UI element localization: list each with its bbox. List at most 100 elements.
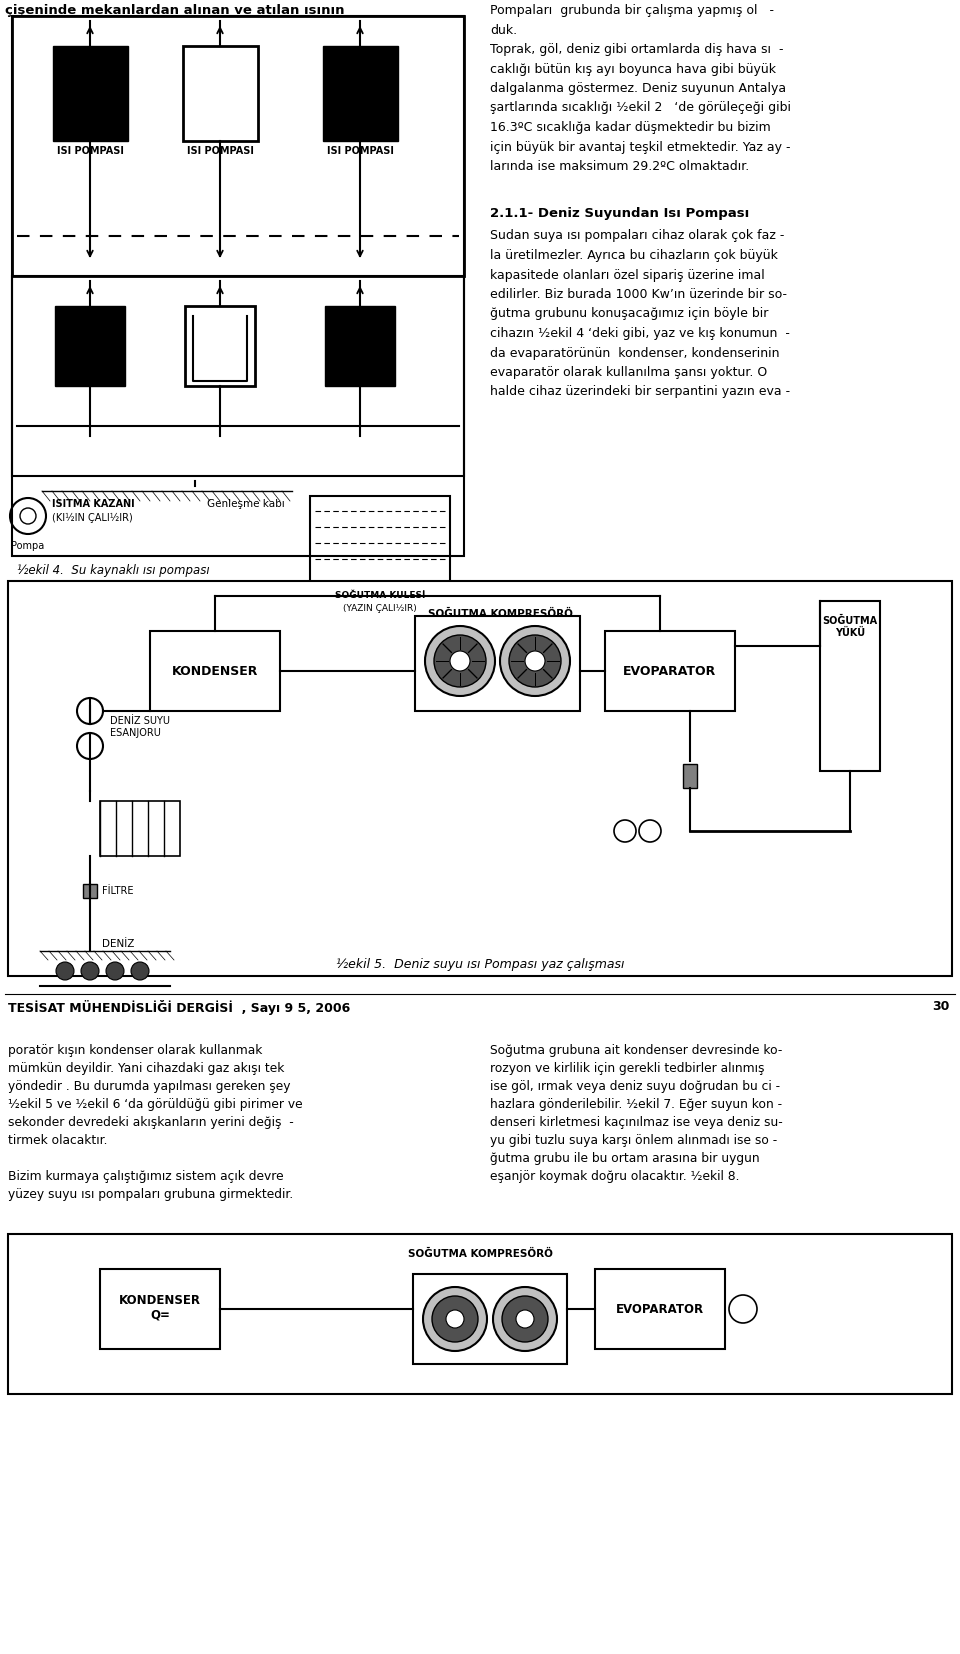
Bar <box>12 276 464 476</box>
Text: Bizim kurmaya çalıştığımız sistem açık devre: Bizim kurmaya çalıştığımız sistem açık d… <box>8 1169 283 1183</box>
Circle shape <box>509 635 561 686</box>
Text: ½ekil 4.  Su kaynaklı ısı pompası: ½ekil 4. Su kaynaklı ısı pompası <box>17 564 209 577</box>
Bar <box>8 1234 952 1394</box>
Text: çişeninde mekanlardan alınan ve atılan ısının: çişeninde mekanlardan alınan ve atılan ı… <box>5 3 345 17</box>
Text: ise göl, ırmak veya deniz suyu doğrudan bu ci -: ise göl, ırmak veya deniz suyu doğrudan … <box>490 1080 780 1093</box>
Circle shape <box>56 963 74 981</box>
Text: halde cihaz üzerindeki bir serpantini yazın eva -: halde cihaz üzerindeki bir serpantini ya… <box>490 385 790 399</box>
Text: DENİZ SUYU
ESANJORU: DENİZ SUYU ESANJORU <box>110 716 170 738</box>
Text: Toprak, göl, deniz gibi ortamlarda diş hava sı  -: Toprak, göl, deniz gibi ortamlarda diş h… <box>490 43 783 56</box>
Text: caklığı bütün kış ayı boyunca hava gibi büyük: caklığı bütün kış ayı boyunca hava gibi … <box>490 63 776 76</box>
Bar <box>53 46 128 141</box>
Text: ISI POMPASI: ISI POMPASI <box>326 146 394 155</box>
Circle shape <box>131 963 149 981</box>
Text: edilirler. Biz burada 1000 Kw’ın üzerinde bir so-: edilirler. Biz burada 1000 Kw’ın üzerind… <box>490 288 787 301</box>
Text: eşanjör koymak doğru olacaktır. ½ekil 8.: eşanjör koymak doğru olacaktır. ½ekil 8. <box>490 1169 739 1183</box>
Text: mümkün deyildir. Yani cihazdaki gaz akışı tek: mümkün deyildir. Yani cihazdaki gaz akış… <box>8 1062 284 1075</box>
Circle shape <box>106 963 124 981</box>
Bar <box>413 1274 567 1365</box>
Text: ISITMA KAZANI: ISITMA KAZANI <box>52 500 134 509</box>
Circle shape <box>516 1310 534 1328</box>
Circle shape <box>77 733 103 759</box>
Text: yüzey suyu ısı pompaları grubuna girmektedir.: yüzey suyu ısı pompaları grubuna girmekt… <box>8 1188 293 1201</box>
Text: Genleşme kabı: Genleşme kabı <box>207 500 285 509</box>
Text: hazlara gönderilebilir. ½ekil 7. Eğer suyun kon -: hazlara gönderilebilir. ½ekil 7. Eğer su… <box>490 1098 782 1111</box>
Text: sekonder devredeki akışkanların yerini değiş  -: sekonder devredeki akışkanların yerini d… <box>8 1116 294 1130</box>
Bar <box>185 306 255 385</box>
Text: larında ise maksimum 29.2ºC olmaktadır.: larında ise maksimum 29.2ºC olmaktadır. <box>490 160 749 174</box>
Text: denseri kirletmesi kaçınılmaz ise veya deniz su-: denseri kirletmesi kaçınılmaz ise veya d… <box>490 1116 782 1130</box>
Text: TESİSAT MÜHENDİSLİĞİ DERGİSİ  , Sayı 9 5, 2006: TESİSAT MÜHENDİSLİĞİ DERGİSİ , Sayı 9 5,… <box>8 1001 350 1016</box>
Text: KONDENSER: KONDENSER <box>172 665 258 678</box>
Circle shape <box>614 820 636 842</box>
Bar <box>605 630 735 711</box>
Bar <box>595 1269 725 1350</box>
Bar <box>310 496 450 586</box>
Text: ½ekil 5.  Deniz suyu ısı Pompası yaz çalışması: ½ekil 5. Deniz suyu ısı Pompası yaz çalı… <box>336 958 624 971</box>
Text: SOĞUTMA KOMPRESÖRÖ: SOĞUTMA KOMPRESÖRÖ <box>408 1249 552 1259</box>
Bar <box>100 1269 220 1350</box>
Bar <box>683 764 697 787</box>
Text: rozyon ve kirlilik için gerekli tedbirler alınmış: rozyon ve kirlilik için gerekli tedbirle… <box>490 1062 764 1075</box>
Text: SOĞUTMA KULESİ: SOĞUTMA KULESİ <box>335 590 425 600</box>
Text: için büyük bir avantaj teşkil etmektedir. Yaz ay -: için büyük bir avantaj teşkil etmektedir… <box>490 141 790 154</box>
Circle shape <box>502 1297 548 1341</box>
Circle shape <box>446 1310 464 1328</box>
Circle shape <box>450 652 470 672</box>
Bar <box>8 581 952 976</box>
Circle shape <box>432 1297 478 1341</box>
Circle shape <box>81 963 99 981</box>
Text: Soğutma grubuna ait kondenser devresinde ko-: Soğutma grubuna ait kondenser devresinde… <box>490 1044 782 1057</box>
Circle shape <box>500 625 570 696</box>
Text: tirmek olacaktır.: tirmek olacaktır. <box>8 1135 108 1146</box>
Circle shape <box>639 820 661 842</box>
Text: ğutma grubunu konuşacağımız için böyle bir: ğutma grubunu konuşacağımız için böyle b… <box>490 308 768 321</box>
Text: Pompaları  grubunda bir çalışma yapmış ol   -: Pompaları grubunda bir çalışma yapmış ol… <box>490 3 774 17</box>
Bar <box>415 615 580 711</box>
Bar <box>12 17 464 556</box>
Text: şartlarında sıcaklığı ½ekil 2   ‘de görüleçeği gibi: şartlarında sıcaklığı ½ekil 2 ‘de görüle… <box>490 101 791 114</box>
Text: 16.3ºC sıcaklığa kadar düşmektedir bu bizim: 16.3ºC sıcaklığa kadar düşmektedir bu bi… <box>490 121 771 134</box>
Text: ½ekil 5 ve ½ekil 6 ‘da görüldüğü gibi pirimer ve: ½ekil 5 ve ½ekil 6 ‘da görüldüğü gibi pi… <box>8 1098 302 1111</box>
Text: da evaparatörünün  kondenser, kondenserinin: da evaparatörünün kondenser, kondenserin… <box>490 346 780 359</box>
Circle shape <box>525 652 545 672</box>
Text: KONDENSER
Q=: KONDENSER Q= <box>119 1293 201 1322</box>
Text: DENİZ: DENİZ <box>102 939 134 949</box>
Text: Sudan suya ısı pompaları cihaz olarak çok faz -: Sudan suya ısı pompaları cihaz olarak ço… <box>490 230 784 243</box>
Bar <box>12 17 464 276</box>
Bar <box>83 883 97 898</box>
Text: FİLTRE: FİLTRE <box>102 887 133 896</box>
Bar <box>100 801 180 857</box>
Text: yöndedir . Bu durumda yapılması gereken şey: yöndedir . Bu durumda yapılması gereken … <box>8 1080 291 1093</box>
Text: SOĞUTMA
YÜKÜ: SOĞUTMA YÜKÜ <box>823 615 877 638</box>
Text: EVOPARATOR: EVOPARATOR <box>616 1303 704 1317</box>
Bar <box>325 306 395 385</box>
Text: poratör kışın kondenser olarak kullanmak: poratör kışın kondenser olarak kullanmak <box>8 1044 262 1057</box>
Text: EVOPARATOR: EVOPARATOR <box>623 665 716 678</box>
Text: 30: 30 <box>932 1001 950 1012</box>
Bar <box>820 600 880 771</box>
Text: yu gibi tuzlu suya karşı önlem alınmadı ise so -: yu gibi tuzlu suya karşı önlem alınmadı … <box>490 1135 778 1146</box>
Text: dalgalanma göstermez. Deniz suyunun Antalya: dalgalanma göstermez. Deniz suyunun Anta… <box>490 83 786 94</box>
Text: ISI POMPASI: ISI POMPASI <box>57 146 124 155</box>
Bar <box>55 306 125 385</box>
Bar <box>150 630 280 711</box>
Text: (YAZIN ÇALI½IR): (YAZIN ÇALI½IR) <box>343 604 417 614</box>
Circle shape <box>434 635 486 686</box>
Text: duk.: duk. <box>490 23 517 36</box>
Text: ISI POMPASI: ISI POMPASI <box>186 146 253 155</box>
Bar <box>323 46 398 141</box>
Text: evaparatör olarak kullanılma şansı yoktur. O: evaparatör olarak kullanılma şansı yoktu… <box>490 366 767 379</box>
Text: 2.1.1- Deniz Suyundan Isı Pompası: 2.1.1- Deniz Suyundan Isı Pompası <box>490 207 749 220</box>
Bar <box>183 46 258 141</box>
Circle shape <box>425 625 495 696</box>
Text: la üretilmezler. Ayrıca bu cihazların çok büyük: la üretilmezler. Ayrıca bu cihazların ço… <box>490 250 778 261</box>
Text: (KI½IN ÇALI½IR): (KI½IN ÇALI½IR) <box>52 513 132 523</box>
Text: ğutma grubu ile bu ortam arasına bir uygun: ğutma grubu ile bu ortam arasına bir uyg… <box>490 1151 759 1164</box>
Circle shape <box>729 1295 757 1323</box>
Text: cihazın ½ekil 4 ‘deki gibi, yaz ve kış konumun  -: cihazın ½ekil 4 ‘deki gibi, yaz ve kış k… <box>490 327 790 341</box>
Text: kapasitede olanları özel sipariş üzerine imal: kapasitede olanları özel sipariş üzerine… <box>490 268 765 281</box>
Text: SOĞUTMA KOMPRESÖRÖ: SOĞUTMA KOMPRESÖRÖ <box>427 609 572 619</box>
Text: Pompa: Pompa <box>12 541 44 551</box>
Circle shape <box>423 1287 487 1351</box>
